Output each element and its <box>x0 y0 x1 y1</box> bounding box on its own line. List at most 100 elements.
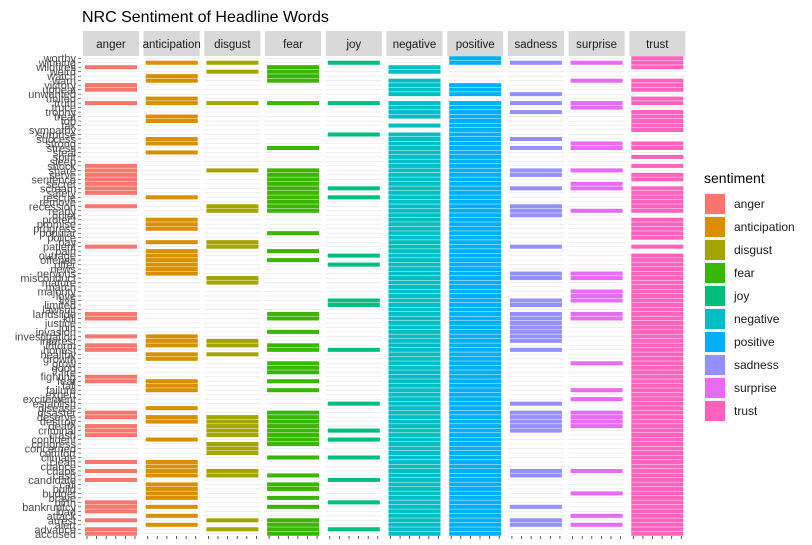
bar-trust-climate <box>631 455 684 460</box>
bar-negative-truth <box>388 101 441 106</box>
y-tick-label: majority <box>37 287 76 299</box>
bar-sadness-unwanted <box>509 92 562 97</box>
facet-label-disgust: disgust <box>214 39 251 51</box>
bar-anger-birth <box>85 500 137 505</box>
y-tick-label: outrage <box>39 251 76 263</box>
bar-positive-recession <box>449 204 502 209</box>
bar-surprise-kill <box>570 316 623 321</box>
bar-trust-alert <box>631 522 684 527</box>
bar-anticipation-progress <box>145 226 198 231</box>
bar-trust-promise <box>631 222 684 227</box>
bar-surprise-nervous <box>570 271 623 276</box>
bar-disgust-winning <box>206 60 259 65</box>
bar-fear-scream <box>267 186 320 191</box>
bar-joy-live <box>327 298 380 303</box>
legend-item-positive: positive <box>704 331 775 353</box>
y-tick-label: justice <box>44 318 76 330</box>
facet-label-anger: anger <box>96 39 126 51</box>
bar-anticipation-bankruptcy <box>145 504 198 509</box>
bar-positive-offense <box>449 258 502 263</box>
bar-trust-interest <box>631 338 684 343</box>
bar-fear-failure <box>267 388 320 393</box>
bar-trust-inform <box>631 343 684 348</box>
bar-trust-tax <box>631 123 684 128</box>
bar-joy-winning <box>327 60 380 65</box>
bar-anticipation-news <box>145 267 198 272</box>
bar-positive-chance <box>449 464 502 469</box>
bar-negative-deserve <box>388 415 441 420</box>
legend-label-fear: fear <box>734 266 755 280</box>
bar-sadness-trophy <box>509 110 562 115</box>
bar-anticipation-watch <box>145 74 198 79</box>
bar-positive-fall <box>449 383 502 388</box>
facet-strip-negative <box>386 31 443 56</box>
bar-negative-live <box>388 298 441 303</box>
y-tick-label: top <box>61 116 76 128</box>
bar-fear-criminal <box>267 428 320 433</box>
facet-strip-positive <box>447 31 504 56</box>
bar-negative-clean <box>388 459 441 464</box>
bar-anticipation-budget <box>145 491 198 496</box>
y-tick-label: trophy <box>45 107 76 119</box>
bar-negative-grow <box>388 361 441 366</box>
bar-fear-accused <box>267 531 320 536</box>
bar-trust-cash <box>631 473 684 478</box>
bar-trust-attack <box>631 513 684 518</box>
bar-positive-secret <box>449 181 502 186</box>
bar-positive-surprise <box>449 132 502 137</box>
bar-negative-landslide <box>388 311 441 316</box>
bar-positive-remove <box>449 199 502 204</box>
facet-panel-anticipation: anticipation <box>143 31 201 539</box>
bar-negative-ready <box>388 208 441 213</box>
y-tick-label: invasion <box>36 327 76 339</box>
bar-fear-watch <box>267 74 320 79</box>
legend-item-joy: joy <box>704 285 749 307</box>
bar-negative-arrest <box>388 518 441 523</box>
y-tick-label: recession <box>29 201 76 213</box>
bar-negative-comfort <box>388 450 441 456</box>
bar-anticipation-confident <box>145 437 198 442</box>
legend-label-positive: positive <box>734 335 775 349</box>
bar-positive-offer <box>449 262 502 267</box>
y-tick-label: budget <box>42 488 76 500</box>
facet-label-joy: joy <box>345 39 361 51</box>
y-tick-label: fire <box>61 367 76 379</box>
y-tick-label: call <box>59 479 76 491</box>
bar-joy-limited <box>327 302 380 307</box>
bar-trust-accused <box>631 531 684 536</box>
bar-negative-kill <box>388 316 441 321</box>
bar-fear-share <box>267 168 320 173</box>
bar-negative-lawsuit <box>388 307 441 312</box>
bar-trust-shock <box>631 163 684 168</box>
y-tick-label: honest <box>43 345 76 357</box>
bar-trust-news <box>631 267 684 272</box>
bar-fear-fear <box>267 379 320 384</box>
bar-positive-share <box>449 168 502 173</box>
bar-positive-deserve <box>449 415 502 420</box>
bar-fear-death <box>267 424 320 429</box>
bar-fear-wildfires <box>267 65 320 70</box>
bar-fear-sentence <box>267 177 320 182</box>
bar-anger-shock <box>85 163 137 168</box>
bar-positive-majority <box>449 289 502 294</box>
y-tick-label: weird <box>49 67 76 79</box>
legend-item-surprise: surprise <box>704 377 777 399</box>
bar-sadness-cash <box>509 473 562 478</box>
bar-negative-remove <box>388 199 441 204</box>
bar-anticipation-protect <box>145 217 198 222</box>
bar-disgust-crash <box>206 433 259 438</box>
bar-disgust-interest <box>206 338 259 343</box>
y-tick-label: warn <box>51 76 76 88</box>
y-tick-label: death <box>48 421 76 433</box>
bar-negative-wildfires <box>388 65 441 70</box>
bar-negative-disaster <box>388 410 441 415</box>
bar-fear-advance <box>267 527 320 532</box>
y-tick-label: love <box>56 291 76 303</box>
y-tick-label: lawsuit <box>42 304 76 316</box>
bar-negative-sleep <box>388 159 441 164</box>
bar-trust-death <box>631 424 684 429</box>
bar-negative-cash <box>388 473 441 478</box>
bar-positive-sentence <box>449 177 502 182</box>
bar-sadness-truth <box>509 101 562 106</box>
bar-positive-steal <box>449 150 502 155</box>
